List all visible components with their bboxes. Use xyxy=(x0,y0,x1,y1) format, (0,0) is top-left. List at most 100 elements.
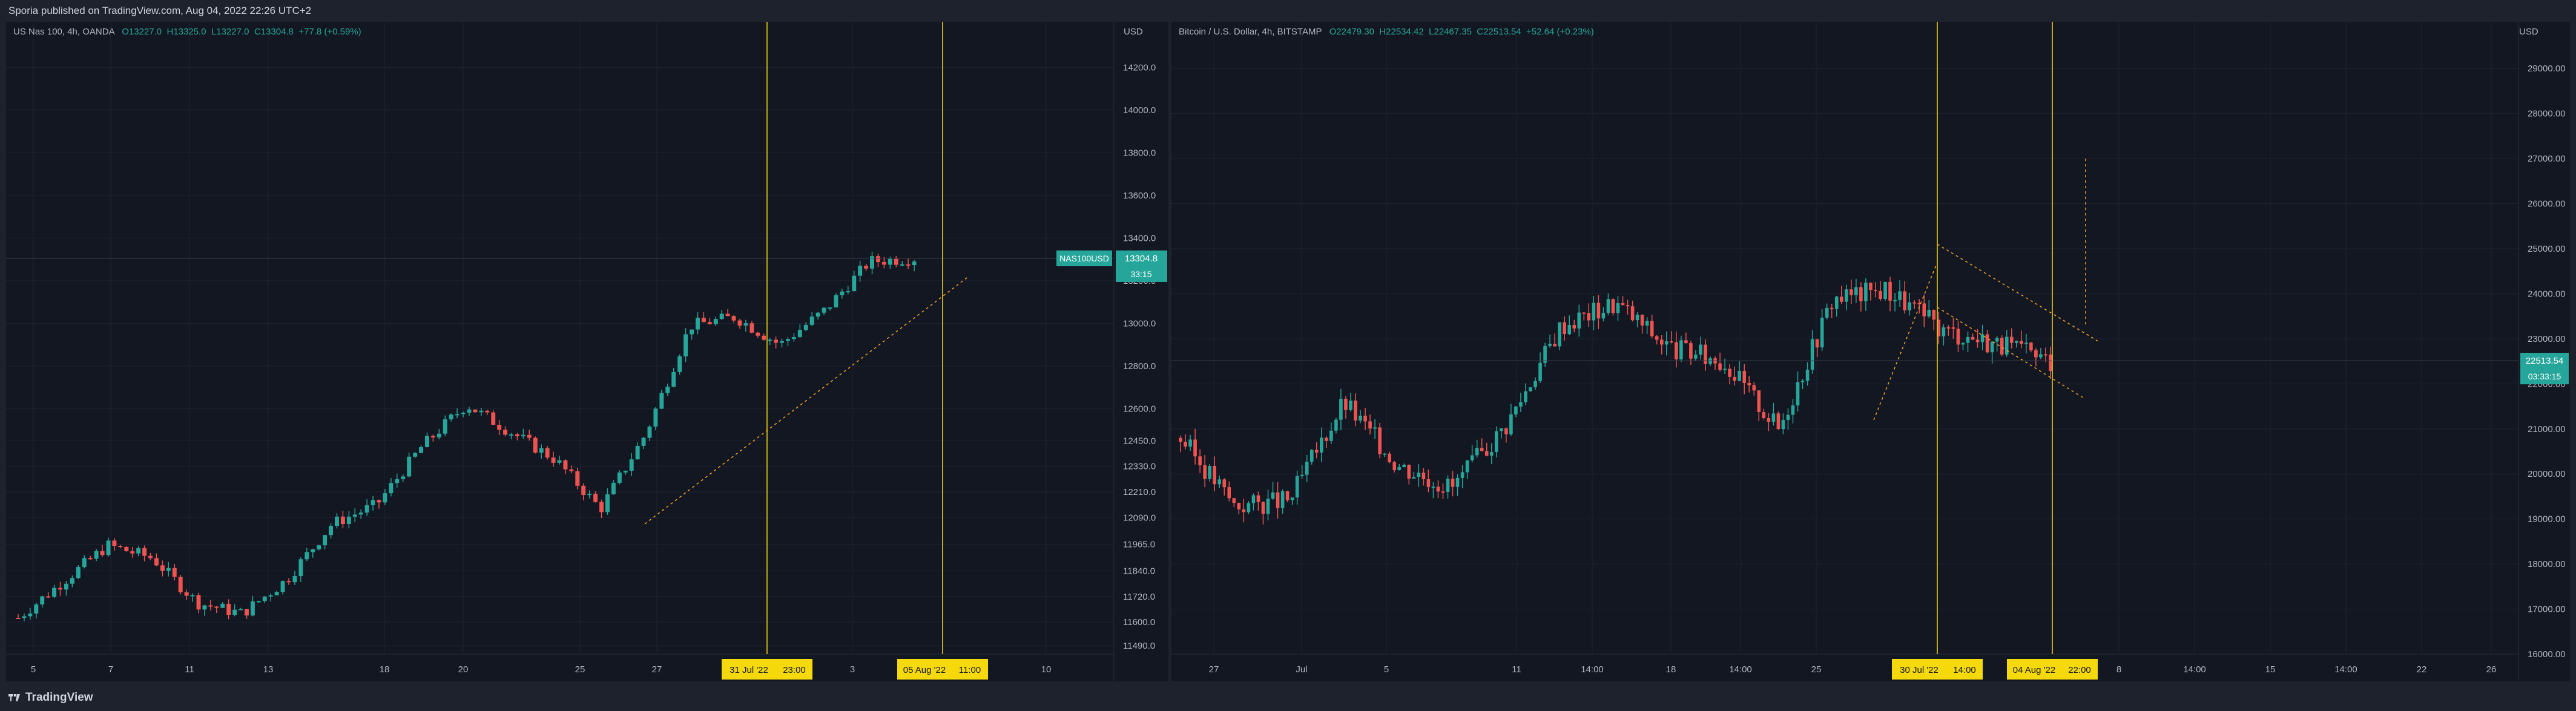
candle-body xyxy=(1309,450,1314,462)
y-axis-tick-label: 27000.00 xyxy=(2528,154,2566,164)
candle-body xyxy=(1538,362,1542,381)
candle-body xyxy=(1363,415,1367,422)
y-axis-tick-label: 14000.0 xyxy=(1123,105,1156,116)
candle-body xyxy=(1232,498,1236,503)
candle-body xyxy=(497,424,502,430)
candle-body xyxy=(52,588,57,597)
candle-body xyxy=(1708,358,1712,364)
candle-body xyxy=(1854,287,1858,295)
candle-body xyxy=(329,526,334,536)
candle-body xyxy=(1314,450,1319,453)
candle-body xyxy=(563,460,568,470)
candle-body xyxy=(533,437,538,453)
candle-body xyxy=(1436,487,1440,492)
candle-body xyxy=(888,258,892,265)
candle-body xyxy=(1514,406,1518,414)
candle-body xyxy=(1781,420,1785,430)
candle-body xyxy=(1869,283,1873,290)
candle-body xyxy=(311,549,315,552)
legend-change: +52.64 (+0.23%) xyxy=(1526,27,1594,37)
candle-body xyxy=(292,575,297,583)
candle-body xyxy=(1426,479,1431,487)
legend-high: H22534.42 xyxy=(1379,27,1424,37)
date-marker-date: 05 Aug '22 xyxy=(903,665,946,675)
candle-body xyxy=(1771,413,1776,422)
candle-body xyxy=(1198,456,1202,465)
btcusd-chart-canvas[interactable]: 29000.00 28000.00 27000.00 26000.00 25000.00… xyxy=(1171,22,2570,681)
candle-body xyxy=(323,535,328,546)
candle-body xyxy=(900,264,904,266)
x-axis-tick-label: 14:00 xyxy=(2183,664,2206,675)
currency-label: USD xyxy=(2519,27,2538,37)
candle-body xyxy=(1839,297,1843,302)
candle-body xyxy=(166,568,171,571)
footer-bar: TradingView xyxy=(0,684,2576,711)
candle-body xyxy=(569,469,574,471)
date-marker-badge xyxy=(722,659,812,680)
candle-body xyxy=(479,410,484,413)
symbol-tag-label: NAS100USD xyxy=(1059,254,1109,263)
candle-body xyxy=(551,457,556,463)
candle-body xyxy=(1621,303,1625,305)
candle-body xyxy=(1519,402,1523,407)
candle-body xyxy=(906,264,911,266)
candle-body xyxy=(1388,453,1392,462)
candle-body xyxy=(148,555,153,559)
candle-body xyxy=(413,453,418,457)
candle-body xyxy=(762,335,766,340)
candle-body xyxy=(1208,466,1211,479)
candle-body xyxy=(1927,310,1931,316)
candle-body xyxy=(1227,487,1231,499)
candle-body xyxy=(611,482,616,494)
candle-body xyxy=(1669,341,1673,342)
candle-body xyxy=(443,419,447,434)
candle-body xyxy=(407,456,412,477)
y-axis-tick-label: 12210.0 xyxy=(1123,487,1156,497)
candle-body xyxy=(389,483,394,494)
candle-body xyxy=(677,356,682,372)
candle-body xyxy=(136,548,141,554)
candle-body xyxy=(1470,455,1474,460)
candle-body xyxy=(1752,385,1756,391)
tradingview-logo[interactable]: TradingView xyxy=(8,691,93,704)
candle-body xyxy=(455,414,460,416)
candle-body xyxy=(1830,307,1834,309)
candle-body xyxy=(1718,363,1722,370)
brand-label: TradingView xyxy=(25,691,93,704)
candle-body xyxy=(1742,370,1747,383)
x-axis-tick-label: 25 xyxy=(1811,664,1822,675)
x-axis-tick-label: 14:00 xyxy=(2334,664,2357,675)
candle-body xyxy=(449,414,453,419)
candle-body xyxy=(1893,300,1897,301)
legend-open: O22479.30 xyxy=(1329,27,1374,37)
y-axis-tick-label: 24000.00 xyxy=(2528,289,2566,299)
candle-body xyxy=(76,566,81,578)
candle-body xyxy=(130,551,135,554)
candle-body xyxy=(298,559,303,576)
y-axis-tick-label: 19000.00 xyxy=(2528,514,2566,525)
candle-body xyxy=(154,558,159,566)
candle-body xyxy=(1451,479,1455,487)
nas100-chart-canvas[interactable]: 14200.0 14000.0 13800.0 13600.0 13400.0 13 20 0… xyxy=(6,22,1168,681)
candle-body xyxy=(340,516,345,525)
x-axis-tick-label: 22 xyxy=(2417,664,2427,675)
legend-title: US Nas 100, 4h, OANDA xyxy=(13,27,114,37)
candle-body xyxy=(142,548,147,556)
y-axis-tick-label: 21000.00 xyxy=(2528,424,2566,434)
candle-body xyxy=(1344,399,1348,410)
candle-body xyxy=(647,426,652,438)
x-axis-tick-label: 27 xyxy=(652,664,662,675)
candle-body xyxy=(1359,415,1362,421)
y-axis-tick-label: 11490.0 xyxy=(1123,641,1155,651)
candle-body xyxy=(1971,336,1975,340)
candle-body xyxy=(629,459,634,471)
nas100-chart-panel[interactable]: 14200.0 14000.0 13800.0 13600.0 13400.0 13 20 0… xyxy=(6,22,1168,681)
x-axis-tick-label: 18 xyxy=(380,664,390,675)
btcusd-chart-panel[interactable]: 29000.00 28000.00 27000.00 26000.00 25000.00… xyxy=(1171,22,2570,681)
candle-body xyxy=(1834,297,1839,309)
x-axis-tick-label: Jul xyxy=(1296,664,1307,675)
candle-body xyxy=(383,493,387,503)
candle-body xyxy=(1616,303,1620,313)
bar-countdown: 33:15 xyxy=(1130,269,1151,279)
x-axis-tick-label: 5 xyxy=(31,664,36,675)
